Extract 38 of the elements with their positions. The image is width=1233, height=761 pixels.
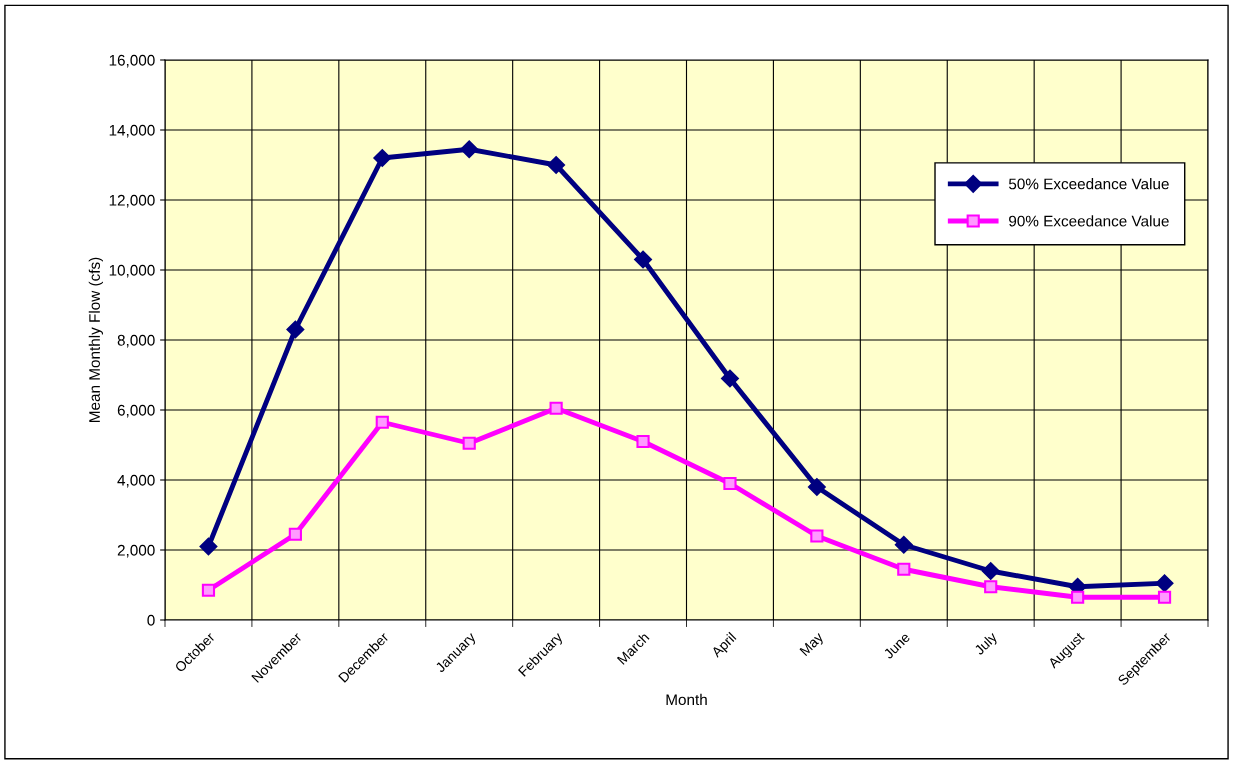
point xyxy=(634,250,652,269)
y-tick-label: 14,000 xyxy=(109,124,155,138)
y-tick-label: 6,000 xyxy=(117,404,155,418)
point xyxy=(807,478,826,496)
point xyxy=(984,580,998,594)
point xyxy=(981,562,1000,580)
point xyxy=(201,583,216,597)
y-tick-label: 0 xyxy=(147,614,155,626)
y-tick-label: 12,000 xyxy=(109,194,155,208)
point xyxy=(373,149,392,167)
x-tick-label: July xyxy=(973,631,1000,658)
y-tick-label: 10,000 xyxy=(109,264,155,278)
point xyxy=(288,527,302,541)
y-axis-title: Mean Monthly Flow (cfs) xyxy=(88,257,103,422)
x-tick-label: May xyxy=(799,631,827,659)
point xyxy=(199,537,218,556)
point xyxy=(547,156,566,174)
point xyxy=(810,529,824,543)
point xyxy=(375,415,389,429)
x-axis-title: Month xyxy=(666,693,707,706)
point xyxy=(286,320,305,339)
legend-label: 50% Exceedance Value xyxy=(1008,178,1169,190)
point xyxy=(894,535,913,554)
point xyxy=(721,369,739,388)
point xyxy=(460,140,479,159)
point xyxy=(1155,574,1174,593)
y-tick-label: 4,000 xyxy=(117,474,155,488)
point xyxy=(462,436,476,450)
y-tick-label: 16,000 xyxy=(109,54,155,68)
y-tick-label: 8,000 xyxy=(117,334,155,348)
point xyxy=(897,562,911,576)
point xyxy=(636,434,650,449)
legend-label: 90% Exceedance Value xyxy=(1009,215,1169,227)
point xyxy=(723,476,737,491)
y-tick-label: 2,000 xyxy=(117,544,155,558)
point xyxy=(1071,590,1085,604)
point xyxy=(549,401,563,415)
point xyxy=(1157,590,1172,604)
